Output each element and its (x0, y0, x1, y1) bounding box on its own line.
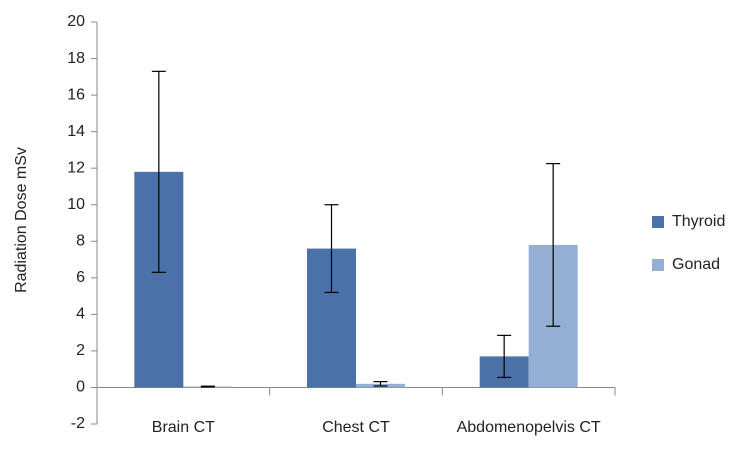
y-tick-label: 6 (76, 269, 85, 286)
y-tick-label: 8 (76, 232, 85, 249)
error-bar (324, 204, 339, 294)
x-tick-label: Chest CT (322, 419, 390, 436)
y-tick-label: 2 (76, 342, 85, 359)
error-bar (546, 163, 561, 327)
y-tick-label: 20 (67, 13, 85, 30)
y-tick-label: 10 (67, 196, 85, 213)
x-tick-label: Brain CT (151, 419, 215, 436)
legend-swatch (652, 216, 664, 228)
legend-label: Thyroid (672, 213, 725, 230)
error-bar (373, 381, 388, 387)
y-tick-label: 16 (67, 86, 85, 103)
legend-label: Gonad (672, 256, 720, 273)
x-tick-label: Abdomenopelvis CT (456, 419, 601, 436)
y-tick-label: 12 (67, 159, 85, 176)
y-tick-label: 14 (67, 123, 85, 140)
error-bar (200, 385, 215, 388)
y-axis-label: Radiation Dose mSv (13, 147, 30, 293)
legend-swatch (652, 259, 664, 271)
y-tick-label: 0 (76, 379, 85, 396)
y-tick-label: 4 (76, 306, 85, 323)
error-bar (497, 334, 512, 379)
error-bar (151, 70, 166, 273)
y-tick-label: 18 (67, 50, 85, 67)
y-tick-label: -2 (71, 415, 85, 432)
